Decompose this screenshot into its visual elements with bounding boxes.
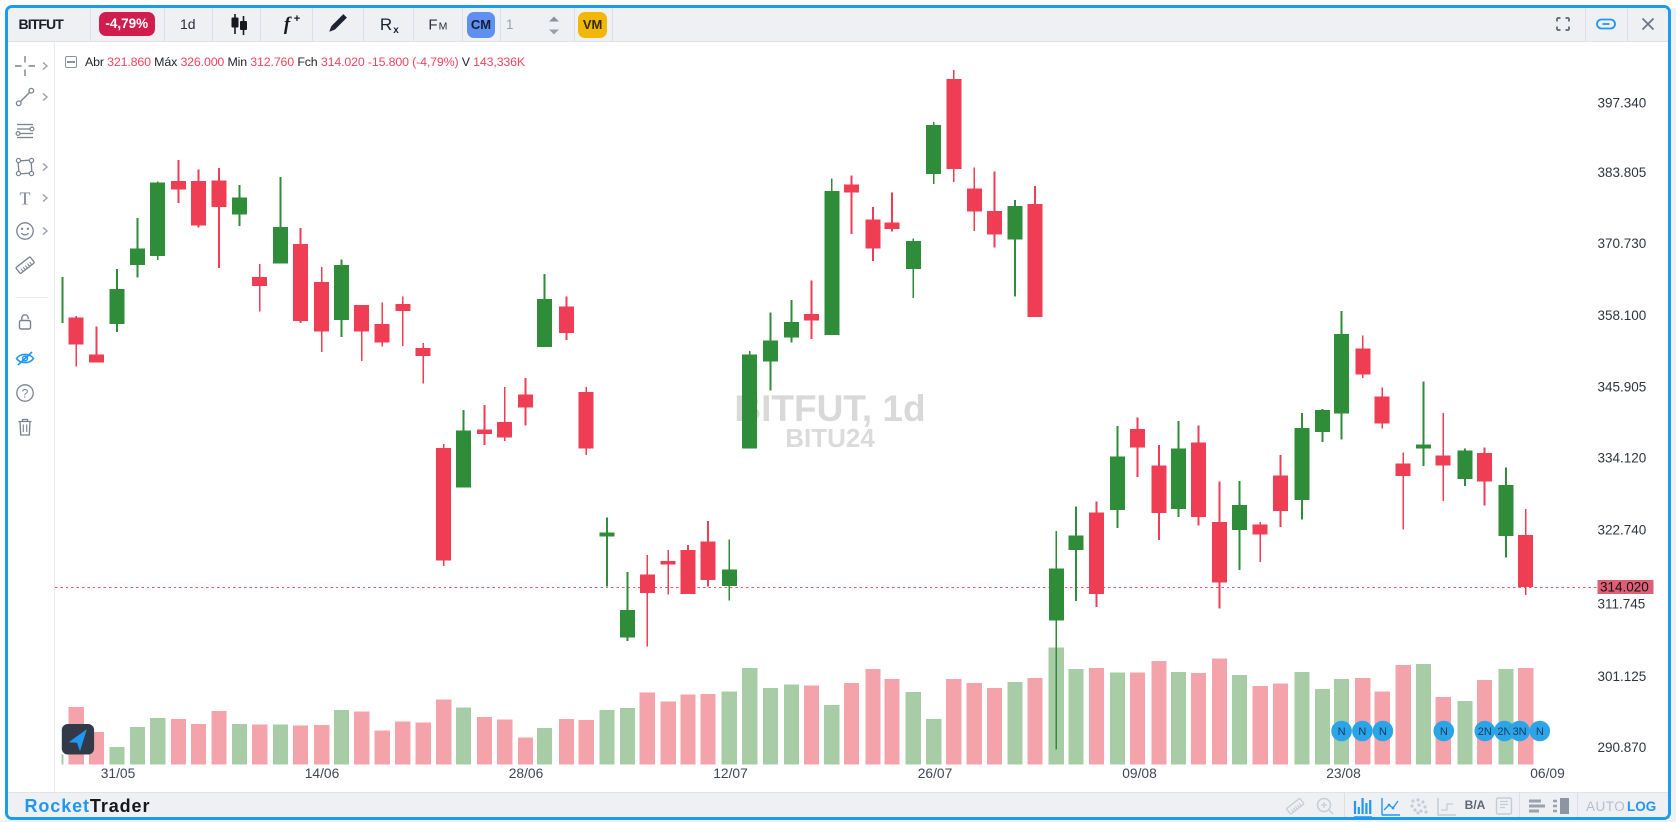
svg-text:BITFUT, 1d: BITFUT, 1d	[734, 388, 925, 429]
svg-text:290.870: 290.870	[1598, 740, 1647, 755]
svg-text:R: R	[380, 15, 392, 34]
svg-text:?: ?	[21, 387, 28, 401]
svg-text:31/05: 31/05	[101, 766, 136, 781]
svg-text:N: N	[1536, 726, 1544, 738]
svg-text:358.100: 358.100	[1598, 308, 1647, 323]
svg-text:28/06: 28/06	[509, 766, 544, 781]
svg-text:314.020: 314.020	[1600, 580, 1649, 595]
svg-text:M: M	[439, 21, 448, 33]
svg-text:301.125: 301.125	[1598, 669, 1647, 684]
svg-text:2N: 2N	[1478, 726, 1492, 738]
svg-text:383.805: 383.805	[1598, 165, 1647, 180]
svg-text:322.740: 322.740	[1598, 523, 1647, 538]
svg-text:N: N	[1338, 726, 1346, 738]
svg-text:f: f	[284, 14, 292, 35]
svg-text:x: x	[393, 25, 399, 36]
svg-text:345.905: 345.905	[1598, 379, 1647, 394]
svg-text:N: N	[1358, 726, 1366, 738]
svg-text:370.730: 370.730	[1598, 236, 1647, 251]
svg-text:BITU24: BITU24	[785, 423, 875, 453]
svg-text:N: N	[1379, 726, 1387, 738]
svg-text:09/08: 09/08	[1122, 766, 1157, 781]
svg-text:F: F	[428, 17, 437, 34]
svg-text:14/06: 14/06	[305, 766, 340, 781]
svg-text:+: +	[294, 13, 300, 25]
svg-text:397.340: 397.340	[1598, 96, 1647, 111]
svg-text:334.120: 334.120	[1598, 451, 1647, 466]
svg-text:06/09: 06/09	[1530, 766, 1565, 781]
svg-text:12/07: 12/07	[713, 766, 748, 781]
svg-text:311.745: 311.745	[1598, 597, 1646, 612]
svg-text:26/07: 26/07	[918, 766, 953, 781]
svg-text:2N: 2N	[1497, 726, 1511, 738]
svg-text:N: N	[1440, 726, 1448, 738]
svg-text:T: T	[19, 189, 30, 209]
svg-text:23/08: 23/08	[1326, 766, 1361, 781]
svg-text:3N: 3N	[1513, 726, 1527, 738]
